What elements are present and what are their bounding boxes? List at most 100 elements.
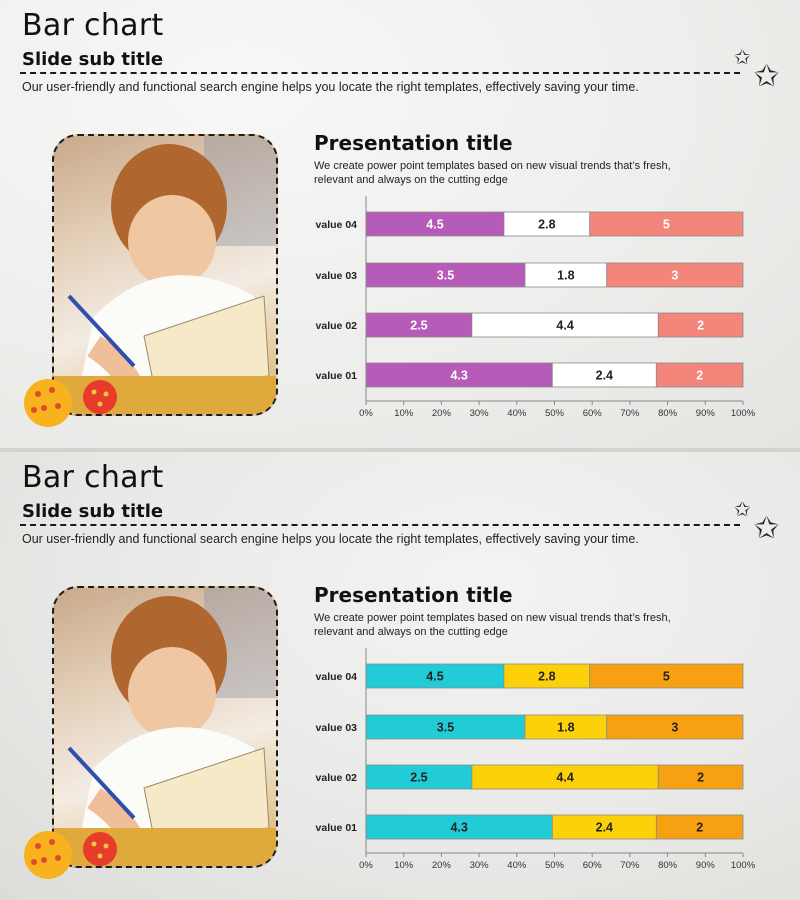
virus-icon [24,379,117,427]
x-tick-label: 80% [658,408,678,419]
data-label: 2 [696,821,703,835]
bar-segment [365,362,553,388]
dashed-divider [20,524,740,530]
presentation-title: Presentation title [314,131,513,155]
x-tick-label: 100% [731,860,756,871]
presentation-description-line: relevant and always on the cutting edge [314,174,508,186]
data-label: 2.8 [538,670,555,684]
data-label: 1.8 [557,269,574,283]
presentation-description-line: relevant and always on the cutting edge [314,626,508,638]
category-label: value 04 [316,219,358,231]
category-label: value 03 [316,722,358,734]
bar-segment [606,262,744,288]
x-tick-label: 10% [394,408,414,419]
star-icon: ✩ [734,45,751,69]
x-tick-label: 20% [432,408,452,419]
star-icon: ✩ [754,511,780,546]
bar-segment [365,262,526,288]
x-tick-label: 60% [583,860,603,871]
data-label: 4.4 [556,319,573,333]
slide-subtitle: Slide sub title [22,49,164,70]
bar-segment [551,362,657,388]
x-tick-label: 20% [432,860,452,871]
x-tick-label: 80% [658,860,678,871]
slide-title: Bar chart [22,8,164,43]
star-icon: ✩ [734,497,751,521]
category-label: value 02 [316,772,358,784]
data-label: 4.3 [450,369,467,383]
bar-segment [524,714,608,740]
x-tick-label: 30% [470,860,490,871]
star-icon: ✩ [754,59,780,94]
category-label: value 01 [316,822,358,834]
bar-segment [606,714,744,740]
slide-description: Our user-friendly and functional search … [22,80,639,94]
x-tick-label: 90% [696,860,716,871]
bar-segment [471,312,659,338]
bar-segment [655,362,744,388]
category-label: value 02 [316,320,358,332]
boy-reading-photo [52,586,278,868]
x-tick-label: 0% [359,860,373,871]
bar-segment [365,714,526,740]
presentation-description-line: We create power point templates based on… [314,160,671,172]
x-tick-label: 50% [545,860,565,871]
x-tick-label: 90% [696,408,716,419]
bar-segment [657,312,744,338]
data-label: 2.8 [538,218,555,232]
bar-segment [657,764,744,790]
slide-title: Bar chart [22,460,164,495]
data-label: 4.5 [426,218,443,232]
x-tick-label: 60% [583,408,603,419]
x-tick-label: 100% [731,408,756,419]
data-label: 5 [663,670,670,684]
x-tick-label: 70% [620,860,640,871]
x-tick-label: 40% [507,860,527,871]
data-label: 4.4 [556,771,573,785]
category-label: value 01 [316,370,358,382]
data-label: 2.5 [410,319,427,333]
stacked-bar-chart: value 04 4.5 2.8 5 value 03 3.5 1.8 3 value 02 2.… [316,196,756,419]
bar-segment [655,814,744,840]
bar-segment [589,211,744,237]
bar-segment [365,663,505,689]
x-tick-label: 40% [507,408,527,419]
x-tick-label: 50% [545,408,565,419]
x-tick-label: 10% [394,860,414,871]
dashed-divider [20,72,740,78]
presentation-description: We create power point templates based on… [314,159,694,187]
data-label: 2 [696,369,703,383]
data-label: 2 [697,319,704,333]
data-label: 3.5 [437,269,454,283]
presentation-description-line: We create power point templates based on… [314,612,671,624]
bar-segment [524,262,608,288]
bar-segment [503,663,591,689]
data-label: 3 [671,269,678,283]
presentation-description: We create power point templates based on… [314,611,694,639]
bar-segment [589,663,744,689]
stacked-bar-chart: value 04 4.5 2.8 5 value 03 3.5 1.8 3 value 02 2.… [316,648,756,871]
presentation-title: Presentation title [314,583,513,607]
data-label: 3 [671,721,678,735]
virus-icon [24,831,117,879]
data-label: 2 [697,771,704,785]
data-label: 5 [663,218,670,232]
bar-segment [503,211,591,237]
slide-description: Our user-friendly and functional search … [22,532,639,546]
slide-subtitle: Slide sub title [22,501,164,522]
category-label: value 03 [316,270,358,282]
data-label: 4.5 [426,670,443,684]
slide-separator [0,448,800,452]
slide-2: Bar chart Slide sub title ✩ ✩ Our user-f… [0,452,800,900]
data-label: 2.4 [596,369,613,383]
data-label: 2.5 [410,771,427,785]
x-tick-label: 0% [359,408,373,419]
data-label: 3.5 [437,721,454,735]
category-label: value 04 [316,671,358,683]
bar-segment [365,312,473,338]
x-tick-label: 70% [620,408,640,419]
data-label: 2.4 [596,821,613,835]
slide-1: Bar chart Slide sub title ✩ ✩ Our user-f… [0,0,800,448]
data-label: 1.8 [557,721,574,735]
bar-segment [551,814,657,840]
